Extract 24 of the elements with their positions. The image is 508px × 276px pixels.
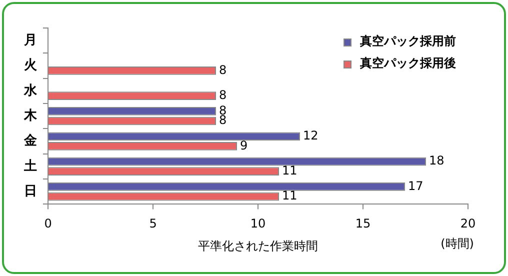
data-label: 8 [219,88,227,102]
y-tick-label: 火 [23,58,38,74]
x-tick-label: 0 [44,216,52,231]
x-tick-label: 15 [355,216,371,231]
data-label: 12 [303,128,318,142]
x-axis-title: 平準化された作業時間 [198,238,318,253]
x-tick-label: 20 [460,216,476,231]
data-label: 8 [219,62,227,77]
y-tick-label: 木 [23,108,38,124]
x-tick-label: 5 [149,216,157,231]
x-tick-label: 10 [250,216,266,231]
data-label: 18 [429,154,444,168]
data-label: 11 [282,163,298,178]
legend-label: 真空パック採用前 [359,34,456,48]
data-label: 9 [240,138,248,152]
y-tick-label: 土 [23,158,37,174]
data-label: 17 [408,178,424,193]
y-tick-label: 月 [23,32,37,48]
data-label: 11 [282,188,298,203]
legend-label: 真空パック採用後 [359,56,456,70]
y-tick-label: 日 [24,184,37,199]
y-tick-label: 水 [23,83,38,98]
text: (時間) [440,236,474,250]
y-tick-label: 金 [23,134,38,149]
